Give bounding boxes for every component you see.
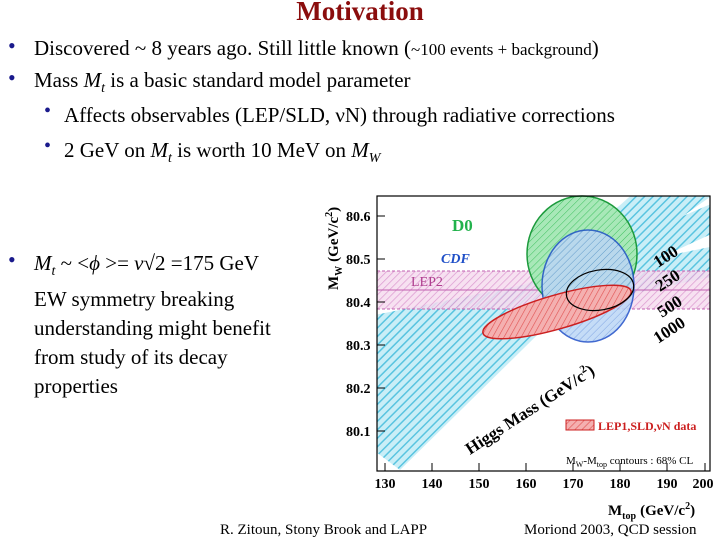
lep1-legend-swatch (565, 419, 595, 431)
y-axis-label-close: ) (326, 207, 342, 212)
phi-symbol: ϕ (89, 251, 100, 275)
contours-caption-a: M (566, 455, 576, 467)
combined-contour (565, 268, 635, 312)
slide-title: Motivation (296, 0, 424, 26)
mt-symbol: M (150, 138, 169, 162)
x-tick-label: 160 (516, 477, 537, 492)
v-symbol: v (134, 251, 144, 275)
bullet-mass: Mass Mt is a basic standard model parame… (34, 68, 411, 97)
mw-subscript: W (368, 151, 381, 167)
footer-author: R. Zitoun, Stony Brook and LAPP (220, 522, 428, 538)
bullet-text: Discovered ~ 8 years ago. Still little k… (34, 36, 412, 60)
y-tick-label: 80.6 (346, 210, 371, 225)
contours-caption-b-sub: top (597, 460, 607, 469)
x-axis-label-sub: top (622, 511, 636, 522)
bullet-text: is a basic standard model parameter (104, 68, 411, 92)
bullet-text-end: ) (591, 36, 599, 60)
sub-bullet-2gev: 2 GeV on Mt is worth 10 MeV on MW (64, 138, 380, 167)
bullet-text: Mass (34, 68, 84, 92)
plot-frame (376, 195, 711, 472)
bullet-dot: • (8, 247, 16, 272)
mt-subscript: t (168, 151, 172, 167)
bullet-small-text: ~100 events + background (411, 40, 592, 59)
x-tick-label: 190 (657, 477, 678, 492)
x-axis-label-sq: 2 (685, 501, 690, 512)
x-tick-label: 130 (375, 477, 396, 492)
bullet-discovered: Discovered ~ 8 years ago. Still little k… (34, 36, 599, 61)
y-tick-label: 80.5 (346, 253, 371, 268)
y-axis: 80.6 80.5 80.4 80.3 80.2 80.1 (346, 210, 385, 440)
sqrt-symbol: √2 (143, 251, 166, 275)
y-tick-label: 80.1 (346, 425, 371, 440)
x-tick-label: 180 (610, 477, 631, 492)
contours-caption-c: contours : 68% CL (607, 455, 693, 467)
x-axis-label: Mtop (GeV/c2) (608, 501, 695, 522)
higgs-mass-label-sq: 2 (578, 363, 590, 376)
x-tick-label: 140 (422, 477, 443, 492)
y-axis-label-main: M (326, 276, 342, 290)
y-axis-label-sq: 2 (324, 212, 335, 217)
bullet-text: ~ < (55, 251, 90, 275)
x-tick-label: 170 (563, 477, 584, 492)
higgs-1000-label: 1000 (650, 313, 689, 347)
lep1-contour (482, 284, 632, 340)
bullet-dot: • (8, 65, 16, 90)
sub-bullet-dot: • (44, 135, 52, 157)
lep2-label: LEP2 (411, 275, 443, 290)
bullet-mt-vev: Mt ~ <ϕ >= v√2 =175 GeV (34, 251, 259, 280)
x-tick-label: 200 (693, 477, 714, 492)
bullet-dot: • (8, 33, 16, 58)
mt-symbol: M (34, 251, 52, 275)
x-axis: 130 140 150 160 170 180 190 200 (375, 463, 714, 492)
bullet-text: 2 GeV on (64, 138, 151, 162)
y-axis-label-unit: (GeV/c (326, 217, 342, 262)
sub-bullet-observables: Affects observables (LEP/SLD, νN) throug… (64, 103, 615, 127)
contours-caption-a-sub: W (576, 460, 584, 469)
bullet-text: is worth 10 MeV on (171, 138, 352, 162)
cdf-label: CDF (441, 252, 470, 267)
bullet-text: =175 GeV (165, 251, 260, 275)
y-tick-label: 80.3 (346, 339, 371, 354)
y-tick-label: 80.4 (346, 296, 371, 311)
contours-caption: MW-Mtop contours : 68% CL (566, 455, 693, 469)
y-axis-label: MW (GeV/c2) (324, 207, 345, 290)
ew-symmetry-text: EW symmetry breaking understanding might… (34, 287, 271, 398)
y-tick-label: 80.2 (346, 382, 371, 397)
lep1-legend-label: LEP1,SLD,νN data (598, 419, 696, 433)
sub-bullet-dot: • (44, 100, 52, 122)
y-axis-label-sub: W (334, 266, 345, 276)
bullet-text: >= (99, 251, 135, 275)
contours-caption-b: -M (583, 455, 597, 467)
mt-subscript: t (51, 264, 56, 280)
mt-symbol: M (83, 68, 102, 92)
x-tick-label: 150 (469, 477, 490, 492)
mw-symbol: M (351, 138, 369, 162)
mt-subscript: t (101, 81, 105, 97)
d0-label: D0 (452, 216, 473, 235)
footer-session: Moriond 2003, QCD session (524, 522, 697, 538)
x-axis-label-unit: (GeV/c (640, 503, 685, 519)
x-axis-label-main: M (608, 503, 622, 519)
x-axis-label-close: ) (690, 503, 695, 519)
